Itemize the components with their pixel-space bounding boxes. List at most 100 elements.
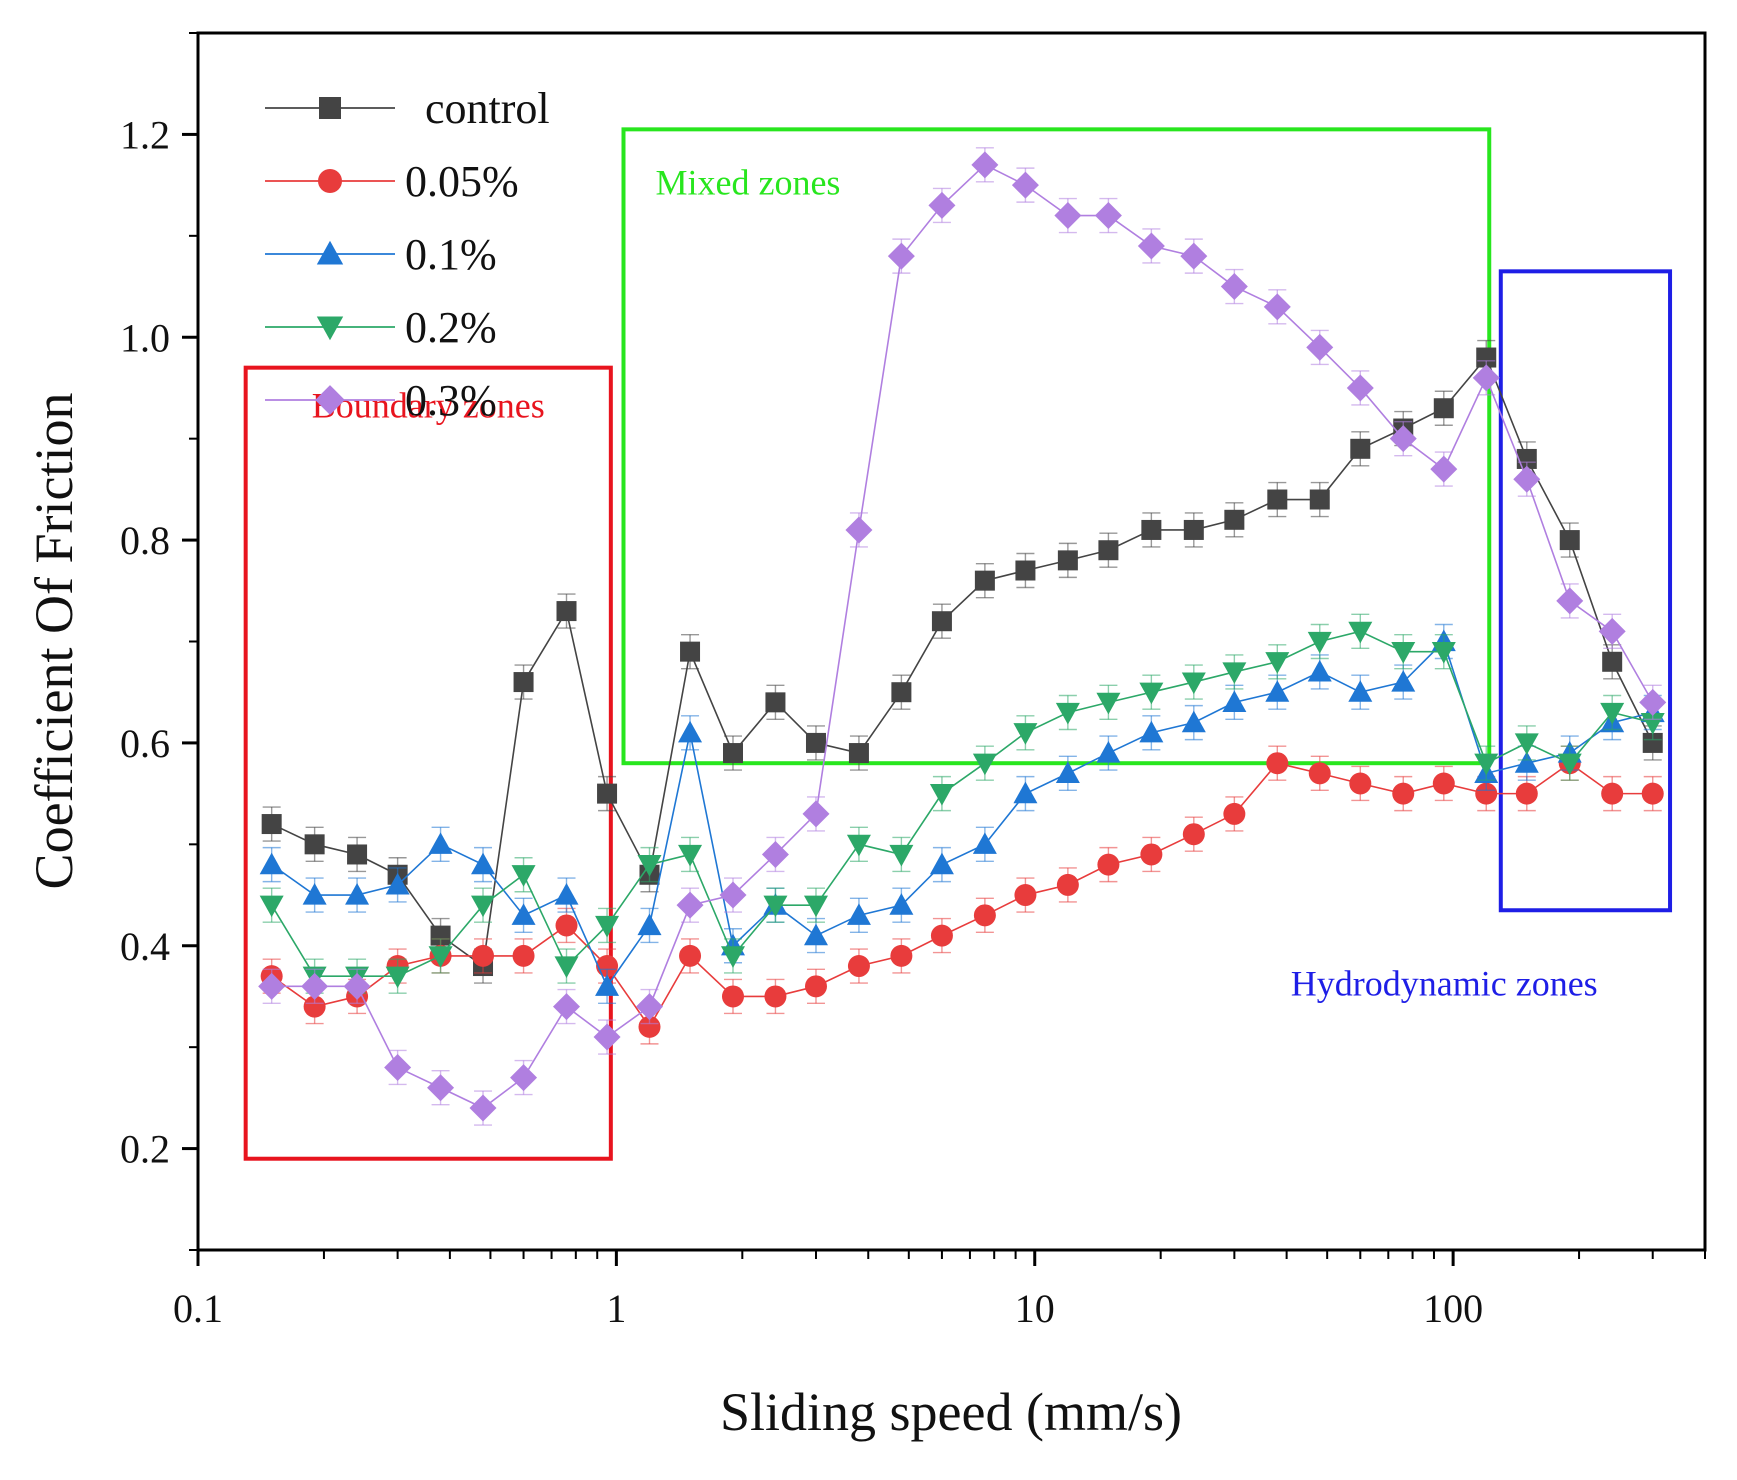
data-point bbox=[931, 611, 952, 632]
data-point bbox=[427, 1074, 455, 1102]
data-point bbox=[595, 974, 620, 996]
data-point bbox=[971, 151, 999, 179]
data-point bbox=[512, 944, 535, 967]
legend-item-5: 0.3% bbox=[265, 376, 497, 425]
legend-item-3: 0.1% bbox=[265, 230, 497, 279]
series-2 bbox=[260, 745, 1664, 1045]
y-tick-label: 1.0 bbox=[120, 315, 170, 360]
data-point bbox=[259, 852, 284, 875]
data-point bbox=[1475, 782, 1498, 805]
data-point bbox=[722, 743, 743, 764]
data-point bbox=[1348, 680, 1373, 702]
data-point bbox=[1474, 753, 1499, 776]
data-point bbox=[1055, 761, 1080, 783]
x-tick-label: 0.1 bbox=[173, 1286, 223, 1331]
data-point bbox=[1601, 782, 1624, 805]
data-point bbox=[1391, 642, 1416, 664]
data-point bbox=[930, 924, 953, 947]
data-point bbox=[554, 956, 579, 979]
data-point bbox=[1515, 782, 1538, 805]
data-point bbox=[761, 840, 789, 868]
data-point bbox=[1432, 772, 1455, 795]
data-point bbox=[1013, 781, 1038, 804]
data-point bbox=[385, 966, 410, 989]
legend-label: 0.3% bbox=[405, 376, 497, 425]
y-tick-label: 0.6 bbox=[120, 721, 170, 766]
legend-marker bbox=[318, 169, 342, 193]
data-point bbox=[1054, 202, 1082, 230]
data-point bbox=[1346, 374, 1374, 402]
data-point bbox=[637, 913, 662, 936]
series-line-4 bbox=[270, 630, 1653, 977]
series-line-5 bbox=[271, 163, 1654, 1109]
data-point bbox=[1140, 843, 1163, 866]
data-point bbox=[1430, 455, 1458, 483]
data-point bbox=[1182, 823, 1205, 846]
data-point bbox=[929, 784, 954, 806]
data-point bbox=[1639, 688, 1667, 716]
data-point bbox=[510, 1064, 538, 1092]
data-point bbox=[1057, 550, 1078, 571]
data-point bbox=[428, 832, 453, 854]
legend-label: 0.1% bbox=[405, 230, 497, 279]
data-point bbox=[1514, 733, 1539, 755]
legend-marker bbox=[315, 385, 345, 415]
data-point bbox=[765, 692, 786, 713]
data-point bbox=[721, 985, 744, 1008]
data-point bbox=[890, 944, 913, 967]
data-point bbox=[471, 895, 496, 918]
data-point bbox=[680, 641, 701, 662]
data-point bbox=[1013, 723, 1038, 745]
data-point bbox=[928, 191, 956, 219]
data-point bbox=[1011, 171, 1039, 199]
data-point bbox=[1224, 509, 1245, 530]
data-point bbox=[597, 783, 618, 804]
legend-item-2: 0.05% bbox=[265, 157, 519, 206]
data-point bbox=[595, 915, 620, 938]
data-point bbox=[472, 944, 495, 967]
data-point bbox=[1559, 530, 1580, 551]
data-point bbox=[593, 1023, 621, 1051]
data-point bbox=[1306, 333, 1334, 361]
data-point bbox=[259, 895, 284, 918]
legend-item-1: control bbox=[265, 84, 550, 133]
legend-item-4: 0.2% bbox=[265, 303, 497, 352]
data-point bbox=[1267, 489, 1288, 510]
data-point bbox=[385, 872, 410, 895]
data-point bbox=[972, 832, 997, 854]
zone-box-2 bbox=[621, 127, 1492, 766]
data-point bbox=[1139, 720, 1164, 743]
data-point bbox=[1556, 587, 1584, 615]
axes: 0.1 1 10 100 0.2 0.4 0.6 0.8 1.0 1.2 bbox=[120, 32, 1706, 1331]
data-point bbox=[974, 570, 995, 591]
data-point bbox=[1350, 438, 1371, 459]
data-point bbox=[1222, 662, 1247, 684]
data-point bbox=[1265, 652, 1290, 674]
series-line-1 bbox=[271, 355, 1654, 968]
data-point bbox=[1307, 631, 1332, 654]
legend-marker bbox=[316, 316, 344, 341]
data-point bbox=[1513, 465, 1541, 493]
data-point bbox=[1222, 690, 1247, 712]
series-line-2 bbox=[271, 762, 1653, 1029]
data-point bbox=[556, 601, 577, 622]
data-point bbox=[846, 903, 871, 925]
data-point bbox=[1514, 751, 1539, 773]
x-tick-label: 10 bbox=[1015, 1286, 1055, 1331]
data-point bbox=[301, 972, 329, 1000]
data-point bbox=[889, 893, 914, 915]
data-point bbox=[1180, 242, 1208, 270]
data-point bbox=[1640, 713, 1665, 735]
data-point bbox=[845, 516, 873, 544]
data-point bbox=[637, 855, 662, 877]
data-point bbox=[304, 834, 325, 855]
data-point bbox=[1389, 425, 1417, 453]
data-point bbox=[929, 852, 954, 875]
data-point bbox=[1516, 448, 1537, 469]
data-point bbox=[303, 995, 326, 1018]
zone-box-3 bbox=[1498, 269, 1673, 913]
data-point bbox=[554, 883, 579, 905]
data-point bbox=[343, 972, 371, 1000]
data-point bbox=[511, 865, 536, 887]
